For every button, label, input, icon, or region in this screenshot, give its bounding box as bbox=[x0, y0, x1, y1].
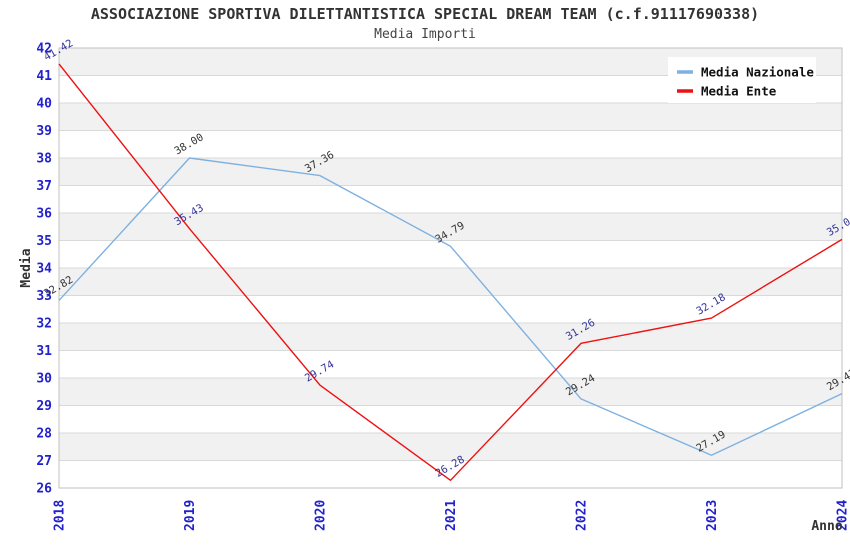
x-tick-label: 2021 bbox=[444, 500, 459, 531]
plot-stripe bbox=[59, 378, 842, 406]
x-tick-label: 2018 bbox=[53, 500, 68, 531]
chart-title: ASSOCIAZIONE SPORTIVA DILETTANTISTICA SP… bbox=[90, 5, 760, 23]
legend-item-label: Media Ente bbox=[701, 84, 777, 99]
y-tick-label: 28 bbox=[36, 427, 52, 442]
y-tick-label: 39 bbox=[36, 124, 52, 139]
y-tick-label: 27 bbox=[36, 454, 52, 469]
y-tick-label: 33 bbox=[36, 289, 52, 304]
x-tick-label: 2020 bbox=[314, 500, 329, 531]
plot-stripe bbox=[59, 103, 842, 131]
y-tick-label: 35 bbox=[36, 234, 52, 249]
y-axis-title: Media bbox=[19, 248, 34, 287]
y-tick-label: 34 bbox=[36, 262, 52, 277]
point-label: 29.43 bbox=[825, 367, 850, 393]
legend-item-label: Media Nazionale bbox=[701, 65, 814, 80]
x-tick-label: 2022 bbox=[575, 500, 590, 531]
y-tick-label: 37 bbox=[36, 179, 52, 194]
plot-border bbox=[58, 47, 843, 489]
x-axis-title: Anno bbox=[811, 519, 842, 534]
x-tick-label: 2024 bbox=[836, 500, 850, 531]
x-tick-label: 2023 bbox=[705, 500, 720, 531]
plot-stripe bbox=[59, 323, 842, 351]
plot-stripe bbox=[59, 268, 842, 296]
y-tick-label: 42 bbox=[36, 42, 52, 57]
y-tick-label: 32 bbox=[36, 317, 52, 332]
y-tick-label: 31 bbox=[36, 344, 52, 359]
y-tick-label: 30 bbox=[36, 372, 52, 387]
point-label: 38.00 bbox=[172, 131, 205, 157]
y-tick-label: 40 bbox=[36, 97, 52, 112]
y-tick-label: 36 bbox=[36, 207, 52, 222]
y-tick-label: 41 bbox=[36, 69, 52, 84]
chart-subtitle: Media Importi bbox=[374, 27, 476, 42]
x-tick-label: 2019 bbox=[183, 500, 198, 531]
plot-stripe bbox=[59, 213, 842, 241]
series-line bbox=[58, 63, 843, 481]
y-tick-label: 26 bbox=[36, 482, 52, 497]
y-tick-label: 29 bbox=[36, 399, 52, 414]
y-tick-label: 38 bbox=[36, 152, 52, 167]
series-line bbox=[58, 157, 843, 456]
plot-stripe bbox=[59, 158, 842, 186]
legend-box bbox=[668, 57, 816, 103]
